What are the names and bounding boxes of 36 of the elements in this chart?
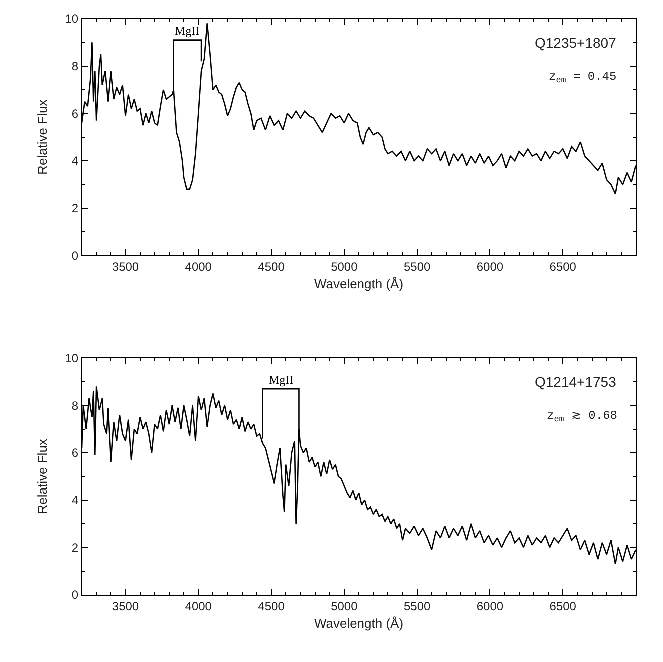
y-tick-label: 8 xyxy=(72,60,79,74)
x-tick-label: 3500 xyxy=(112,599,140,614)
legend-label: MgII xyxy=(269,373,294,387)
x-tick-label: 6000 xyxy=(476,260,504,274)
annotation: Q1235+1807 xyxy=(535,35,617,51)
x-tick-label: 6500 xyxy=(550,260,577,274)
x-axis-title: Wavelength (Å) xyxy=(314,276,404,292)
annotation: Q1214+1753 xyxy=(535,374,617,390)
y-tick-label: 2 xyxy=(72,202,79,216)
x-tick-label: 6500 xyxy=(550,599,577,614)
x-tick-label: 3500 xyxy=(112,260,140,274)
annotation: z$_{em}$ ≳ 0.68 xyxy=(547,409,618,425)
y-tick-label: 10 xyxy=(65,12,79,26)
y-tick-label: 2 xyxy=(72,540,79,555)
y-tick-label: 10 xyxy=(65,351,79,366)
y-tick-label: 6 xyxy=(72,106,79,121)
y-tick-label: 8 xyxy=(72,398,79,413)
y-tick-label: 0 xyxy=(72,248,79,263)
y-axis-title: Relative Flux xyxy=(35,99,50,175)
x-tick-label: 5500 xyxy=(404,260,431,274)
x-tick-label: 5000 xyxy=(331,260,358,274)
x-tick-label: 5500 xyxy=(404,599,431,614)
legend-label: MgII xyxy=(175,24,200,38)
x-tick-label: 4500 xyxy=(258,599,286,614)
y-tick-label: 6 xyxy=(72,446,79,460)
x-tick-label: 6000 xyxy=(476,599,504,614)
x-axis-title: Wavelength (Å) xyxy=(314,616,404,631)
annotation: z$_{em}$ = 0.45 xyxy=(549,70,617,86)
y-tick-label: 0 xyxy=(72,588,79,602)
y-axis-title: Relative Flux xyxy=(35,438,50,514)
x-tick-label: 4500 xyxy=(258,260,286,274)
y-tick-label: 4 xyxy=(72,494,79,508)
y-tick-label: 4 xyxy=(72,154,79,168)
x-tick-label: 4000 xyxy=(185,599,212,614)
x-tick-label: 4000 xyxy=(185,260,212,274)
x-tick-label: 5000 xyxy=(331,599,358,614)
